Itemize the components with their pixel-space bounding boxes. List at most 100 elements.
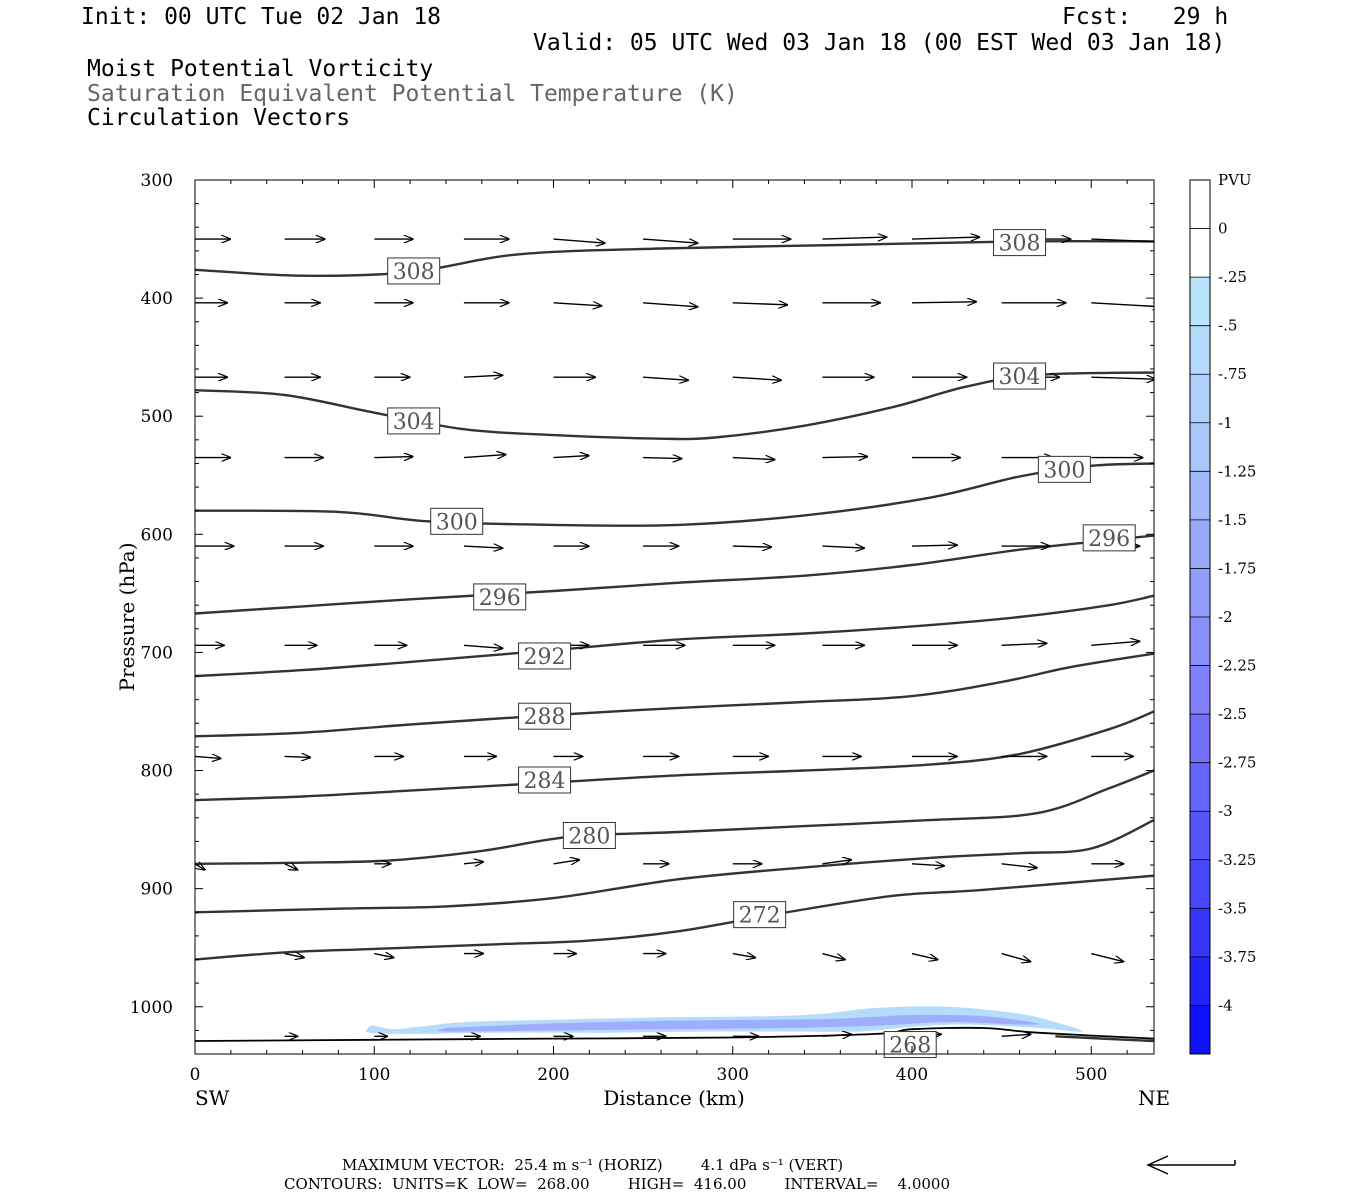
circulation-vector-6-1 bbox=[284, 756, 311, 757]
contour-label-280-0: 280 bbox=[568, 825, 610, 850]
circulation-vector-0-10 bbox=[1091, 238, 1154, 243]
colorbar-label-4: -1 bbox=[1218, 414, 1233, 432]
circulation-vector-0-4 bbox=[553, 238, 605, 243]
contour-label-304-1: 304 bbox=[999, 365, 1041, 390]
circulation-vector-1-10 bbox=[1091, 302, 1154, 307]
contour-label-box-272-0 bbox=[733, 901, 787, 929]
y-tick-label-800: 800 bbox=[141, 762, 173, 782]
colorbar-swatch-11 bbox=[1190, 714, 1210, 763]
maximum-vector-note: MAXIMUM VECTOR: 25.4 m s⁻¹ (HORIZ) 4.1 d… bbox=[342, 1156, 844, 1174]
theta-contour-292 bbox=[195, 594, 1154, 678]
x-tick-label-200: 200 bbox=[537, 1065, 569, 1085]
field-title-theta-es: Saturation Equivalent Potential Temperat… bbox=[87, 81, 738, 107]
theta-contour-284 bbox=[195, 710, 1154, 802]
contour-label-296-0: 296 bbox=[479, 586, 521, 611]
colorbar-label-1: -.25 bbox=[1218, 268, 1247, 286]
axes: 300 400 500 600 700 800 900 1000 0 100 200 300 400 50… bbox=[130, 171, 1154, 1085]
colorbar-swatch-3 bbox=[1190, 325, 1210, 375]
circulation-vector-0-5 bbox=[643, 238, 697, 243]
circulation-vector-5-9 bbox=[1001, 643, 1047, 645]
colorbar-label-5: -1.25 bbox=[1218, 462, 1256, 480]
theta-contour-268 bbox=[1055, 1035, 1154, 1043]
circulation-vector-2-5 bbox=[643, 377, 688, 380]
circulation-vector-5-10 bbox=[1091, 641, 1139, 645]
y-tick-label-700: 700 bbox=[141, 643, 173, 663]
theta-contour-300 bbox=[195, 462, 1154, 527]
theta-contour-296 bbox=[195, 534, 1154, 615]
y-tick-label-900: 900 bbox=[141, 880, 173, 900]
colorbar-swatch-15 bbox=[1190, 908, 1210, 957]
circulation-vector-4-7 bbox=[822, 546, 864, 548]
circulation-vector-1-6 bbox=[732, 303, 787, 305]
reference-vector-head bbox=[1146, 1155, 1169, 1175]
colorbar-swatch-14 bbox=[1190, 859, 1210, 909]
contour-label-box-300-1 bbox=[1037, 455, 1091, 483]
colorbar-label-14: -3.5 bbox=[1218, 899, 1247, 917]
y-tick-label-1000: 1000 bbox=[130, 998, 173, 1018]
circulation-vector-3-6 bbox=[732, 458, 775, 460]
colorbar-swatch-5 bbox=[1190, 422, 1210, 472]
circulation-vector-7-8 bbox=[911, 864, 944, 866]
contour-label-box-308-0 bbox=[387, 257, 441, 285]
circulation-vector-7-7 bbox=[822, 860, 851, 864]
contour-info-note: CONTOURS: UNITS=K LOW= 268.00 HIGH= 416.… bbox=[284, 1175, 950, 1193]
contour-labels: 308 308 304 304 300 300 296 296 292 288 284 280 272 2… bbox=[387, 229, 1136, 1059]
colorbar-swatch-0 bbox=[1190, 180, 1210, 229]
contour-label-box-308-1 bbox=[993, 229, 1047, 257]
contour-label-292-0: 292 bbox=[524, 645, 566, 670]
circulation-vector-7-9 bbox=[1001, 864, 1037, 868]
y-tick-label-500: 500 bbox=[141, 407, 173, 427]
x-tick-label-0: 0 bbox=[190, 1065, 201, 1085]
circulation-vector-4-8 bbox=[911, 545, 957, 546]
contour-label-272-0: 272 bbox=[739, 904, 781, 929]
circulation-vectors bbox=[195, 237, 1154, 1036]
circulation-vector-7-1 bbox=[284, 864, 298, 870]
circulation-vector-4-6 bbox=[732, 546, 771, 547]
circulation-vector-3-2 bbox=[374, 457, 412, 458]
contour-label-box-288-0 bbox=[518, 702, 572, 730]
circulation-vector-8-5 bbox=[732, 954, 755, 958]
contour-label-284-0: 284 bbox=[524, 769, 566, 794]
contour-label-box-284-0 bbox=[518, 766, 572, 794]
x-tick-label-500: 500 bbox=[1075, 1065, 1107, 1085]
y-tick-label-300: 300 bbox=[141, 171, 173, 191]
circulation-vector-9-6 bbox=[822, 1034, 851, 1036]
colorbar-swatch-16 bbox=[1190, 956, 1210, 1006]
colorbar-label-13: -3.25 bbox=[1218, 851, 1256, 869]
colorbar-swatch-4 bbox=[1190, 374, 1210, 423]
colorbar-label-11: -2.75 bbox=[1218, 754, 1256, 772]
circulation-vector-3-5 bbox=[643, 458, 681, 459]
x-tick-label-100: 100 bbox=[358, 1065, 390, 1085]
theta-contour-288 bbox=[195, 652, 1154, 738]
colorbar-label-0: 0 bbox=[1218, 220, 1228, 238]
colorbar-swatch-13 bbox=[1190, 811, 1210, 860]
theta-es-contours bbox=[195, 239, 1154, 1043]
colorbar-swatch-10 bbox=[1190, 665, 1210, 715]
contour-label-box-296-0 bbox=[473, 583, 527, 611]
colorbar-swatch-2 bbox=[1190, 277, 1210, 326]
circulation-vector-7-3 bbox=[463, 862, 483, 864]
circulation-vector-9-8 bbox=[1001, 1034, 1031, 1036]
colorbar-label-8: -2 bbox=[1218, 608, 1233, 626]
circulation-vector-0-8 bbox=[911, 237, 979, 239]
pv-colorbar: PVU 0 -.25 -.5 -.75 -1 -1.25 -1.5 -1.75 -2 -2.25 -2… bbox=[1189, 171, 1256, 1055]
circulation-vector-2-10 bbox=[1091, 377, 1154, 379]
contour-label-288-0: 288 bbox=[524, 705, 566, 730]
contour-label-box-304-0 bbox=[387, 407, 441, 435]
circulation-vector-3-3 bbox=[463, 455, 506, 458]
circulation-vector-2-6 bbox=[732, 377, 781, 380]
colorbar-label-7: -1.75 bbox=[1218, 559, 1256, 577]
init-time: Init: 00 UTC Tue 02 Jan 18 bbox=[81, 4, 442, 30]
circulation-vector-8-8 bbox=[1001, 952, 1031, 962]
colorbar-label-2: -.5 bbox=[1218, 317, 1237, 335]
plot-frame bbox=[194, 179, 1155, 1055]
theta-contour-280 bbox=[195, 769, 1154, 865]
colorbar-label-16: -4 bbox=[1218, 996, 1233, 1014]
y-tick-label-400: 400 bbox=[141, 289, 173, 309]
y-tick-label-600: 600 bbox=[141, 525, 173, 545]
circulation-vector-7-4 bbox=[553, 860, 580, 864]
colorbar-swatch-6 bbox=[1190, 471, 1210, 520]
contour-label-304-0: 304 bbox=[393, 410, 435, 435]
pv-region-inner bbox=[438, 1014, 1040, 1032]
contour-label-box-292-0 bbox=[518, 642, 572, 670]
